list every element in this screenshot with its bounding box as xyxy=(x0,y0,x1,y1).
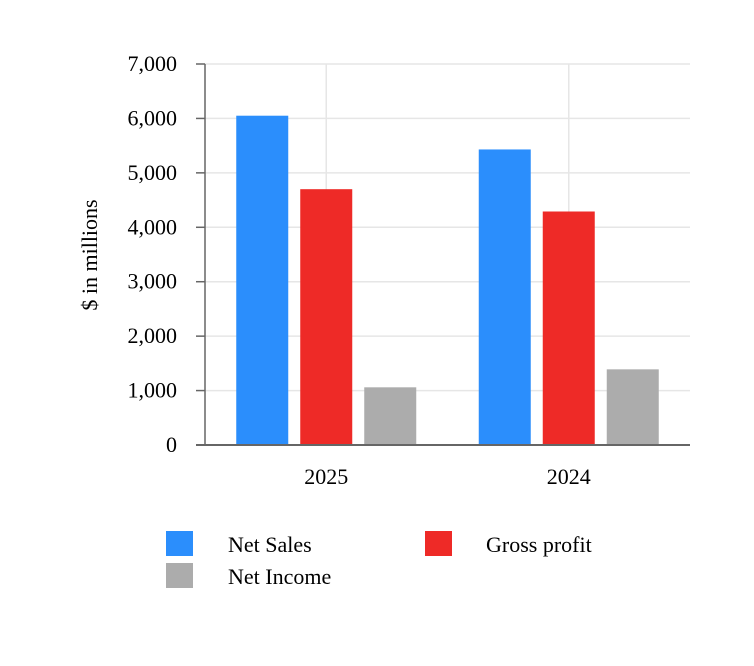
bar-net-sales-2025 xyxy=(236,115,289,445)
legend: Net Sales Gross profit Net Income xyxy=(166,531,592,589)
legend-swatch-net-sales xyxy=(166,531,193,556)
legend-label-net-sales: Net Sales xyxy=(228,532,312,557)
y-tick-label: 6,000 xyxy=(128,105,178,130)
y-tick-label: 3,000 xyxy=(128,269,178,294)
legend-label-gross-profit: Gross profit xyxy=(486,532,592,557)
axes xyxy=(196,63,690,446)
bar-net-income-2024 xyxy=(606,369,659,445)
bar-net-income-2025 xyxy=(364,387,417,445)
y-tick-label: 4,000 xyxy=(128,214,178,239)
legend-swatch-net-income xyxy=(166,563,193,588)
x-tick-label: 2024 xyxy=(547,464,591,489)
y-tick-label: 2,000 xyxy=(128,323,178,348)
x-tick-labels: 2025 2024 xyxy=(304,464,591,489)
legend-label-net-income: Net Income xyxy=(228,564,331,589)
y-tick-label: 5,000 xyxy=(128,160,178,185)
bar-gross-profit-2025 xyxy=(300,189,353,445)
y-tick-label: 0 xyxy=(166,432,177,457)
legend-swatch-gross-profit xyxy=(425,531,452,556)
y-axis-title: $ in millions xyxy=(77,199,102,310)
y-tick-label: 1,000 xyxy=(128,378,178,403)
y-tick-label: 7,000 xyxy=(128,51,178,76)
bar-net-sales-2024 xyxy=(478,149,531,445)
bar-gross-profit-2024 xyxy=(542,211,595,445)
x-tick-label: 2025 xyxy=(304,464,348,489)
y-tick-labels: 0 1,000 2,000 3,000 4,000 5,000 6,000 7,000 xyxy=(128,51,178,457)
bars xyxy=(236,115,659,445)
